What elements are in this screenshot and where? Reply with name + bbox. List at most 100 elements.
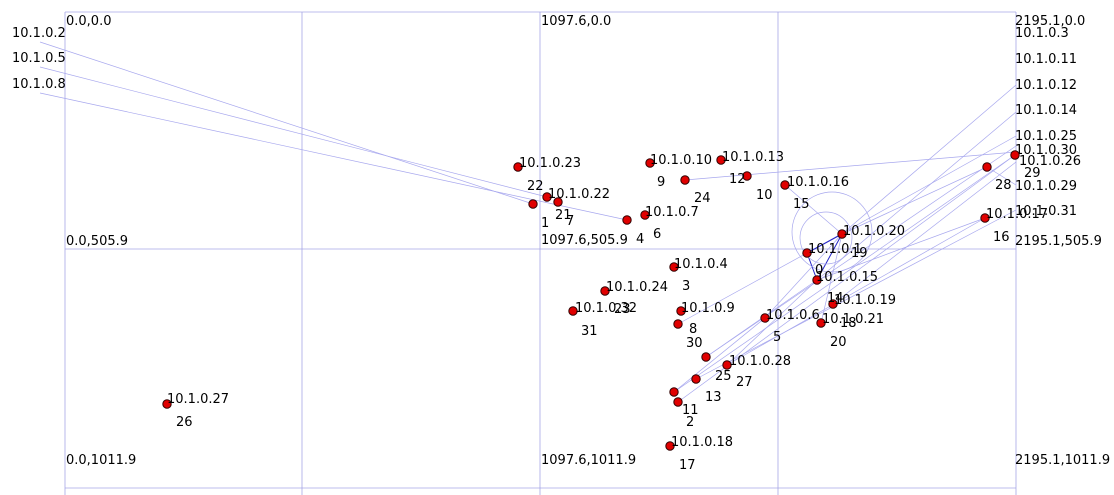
- node[interactable]: 10.1.0.22 21: [542, 187, 610, 223]
- link-edge: [695, 209, 1017, 380]
- node-ip: 10.1.0.1: [808, 242, 862, 257]
- node[interactable]: 7: [553, 197, 574, 229]
- node-id: 14: [827, 291, 844, 306]
- coord-label-mid-right: 2195.1,505.9: [1015, 234, 1102, 249]
- coord-label-top-right: 2195.1,0.0: [1015, 14, 1085, 29]
- node-id: 8: [689, 322, 697, 337]
- node[interactable]: 11: [669, 387, 699, 418]
- node[interactable]: 24: [680, 175, 711, 206]
- node-ip: 10.1.0.32: [575, 301, 637, 316]
- node-id: 6: [653, 227, 661, 242]
- link-edge: [816, 111, 1017, 281]
- node-id: 5: [773, 330, 781, 345]
- links: [39, 41, 1017, 403]
- node-id: 7: [566, 214, 574, 229]
- node[interactable]: 10.1.0.32 31: [568, 301, 637, 339]
- node-id: 28: [995, 178, 1012, 193]
- edge-host-label: 10.1.0.12: [1015, 78, 1077, 93]
- node-ip: 10.1.0.23: [519, 156, 581, 171]
- link-loop: [791, 191, 873, 273]
- node[interactable]: 10.1.0.19 14: [827, 291, 896, 309]
- link-edge: [841, 166, 988, 235]
- node-id: 9: [657, 175, 665, 190]
- link-edge: [39, 41, 534, 205]
- link-edge: [39, 66, 548, 198]
- link-strong: [806, 233, 843, 254]
- node[interactable]: 10.1.0.16 15: [780, 175, 849, 212]
- node-ip: 10.1.0.20: [843, 224, 905, 239]
- node-ip: 10.1.0.13: [722, 150, 784, 165]
- node-ip: 10.1.0.27: [167, 392, 229, 407]
- edge-host-label: 10.1.0.3: [1015, 26, 1069, 41]
- node[interactable]: 10.1.0.28 27: [722, 354, 791, 390]
- node[interactable]: 1: [528, 199, 549, 231]
- node-id: 29: [1024, 166, 1041, 181]
- node[interactable]: 10.1.0.27 26: [162, 392, 229, 430]
- node-id: 12: [729, 172, 746, 187]
- node[interactable]: 29: [1010, 150, 1041, 181]
- node-id: 24: [694, 191, 711, 206]
- edge-host-label: 10.1.0.11: [1015, 52, 1077, 67]
- coord-label-mid-left: 0.0,505.9: [66, 234, 128, 249]
- node[interactable]: 8: [673, 319, 697, 337]
- node[interactable]: 30: [686, 336, 703, 351]
- node[interactable]: 10.1.0.1: [802, 242, 862, 258]
- coord-label-bottom-right: 2195.1,1011.9: [1015, 453, 1110, 468]
- node-ip: 10.1.0.24: [606, 280, 668, 295]
- node[interactable]: 10.1.0.7 6: [640, 205, 699, 242]
- node-id: 19: [851, 246, 868, 261]
- link-edge: [677, 252, 808, 325]
- edge-host-label: 10.1.0.5: [12, 51, 66, 66]
- node[interactable]: 10.1.0.10 9: [645, 153, 712, 190]
- node[interactable]: 10.1.0.13 12: [716, 150, 784, 187]
- node-id: 16: [993, 230, 1010, 245]
- link-strong: [816, 233, 843, 281]
- node[interactable]: 10.1.0.21 18: [816, 312, 884, 331]
- node-id: 27: [736, 375, 753, 390]
- node[interactable]: 10.1.0.18 17: [665, 435, 733, 473]
- edge-host-label: 10.1.0.31: [1015, 204, 1077, 219]
- link-edge: [820, 233, 843, 324]
- link-edge: [726, 217, 986, 366]
- node[interactable]: 10.1.0.24 23: [600, 280, 668, 317]
- node[interactable]: 20: [830, 335, 847, 350]
- node-ip: 10.1.0.21: [822, 312, 884, 327]
- node-id: 26: [176, 415, 193, 430]
- node[interactable]: 2: [673, 397, 694, 430]
- left-edge-hosts: 10.1.0.2 10.1.0.5 10.1.0.8: [12, 26, 66, 92]
- node-id: 23: [614, 302, 631, 317]
- node[interactable]: 28: [982, 162, 1012, 193]
- node-id: 3: [682, 279, 690, 294]
- node[interactable]: 10.1.0.4 3: [669, 257, 728, 294]
- node[interactable]: 10.1.0.23 22: [513, 156, 581, 194]
- node[interactable]: 25: [701, 352, 732, 384]
- node-ip: 10.1.0.19: [834, 293, 896, 308]
- node[interactable]: 10.1.0.17 16: [980, 207, 1048, 245]
- link-edge: [684, 151, 1017, 181]
- node-ip: 10.1.0.6: [766, 308, 820, 323]
- node[interactable]: 13: [691, 374, 722, 405]
- node-id: 21: [555, 208, 572, 223]
- edge-host-label: 10.1.0.29: [1015, 179, 1077, 194]
- node-id: 2: [686, 415, 694, 430]
- node[interactable]: 10: [742, 171, 773, 203]
- node-ip: 10.1.0.10: [650, 153, 712, 168]
- link-edge: [39, 92, 628, 221]
- node[interactable]: 10.1.0.9: [676, 301, 735, 316]
- coord-label-top-mid: 1097.6,0.0: [541, 14, 611, 29]
- coord-label-bottom-left: 0.0,1011.9: [66, 453, 136, 468]
- node-id: 0: [815, 263, 823, 278]
- node[interactable]: 4: [622, 215, 644, 247]
- node[interactable]: 10.1.0.6 5: [760, 308, 820, 345]
- edge-host-label: 10.1.0.25: [1015, 129, 1077, 144]
- node-ip: 10.1.0.18: [671, 435, 733, 450]
- edge-host-label: 10.1.0.26: [1019, 154, 1081, 169]
- node[interactable]: 10.1.0.20 19: [837, 224, 905, 261]
- node-id: 18: [840, 316, 857, 331]
- coord-label-bottom-mid: 1097.6,1011.9: [541, 453, 636, 468]
- link-edge: [784, 184, 843, 235]
- node-ip: 10.1.0.28: [729, 354, 791, 369]
- node-ip: 10.1.0.16: [787, 175, 849, 190]
- node[interactable]: 10.1.0.15 0: [812, 263, 878, 285]
